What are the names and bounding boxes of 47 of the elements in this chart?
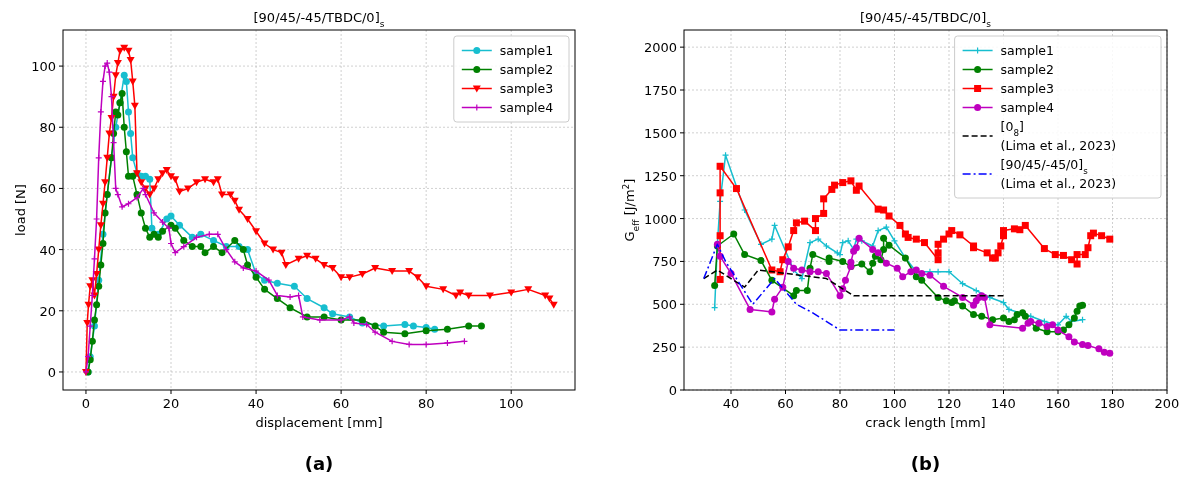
- x-tick-label: 160: [1045, 396, 1071, 411]
- legend-label: sample2: [1000, 62, 1055, 77]
- y-tick-label: 500: [652, 297, 677, 313]
- text: (b): [910, 453, 941, 474]
- x-tick-label: 0: [81, 396, 91, 411]
- x-axis-title: displacement [mm]: [255, 415, 383, 430]
- x-tick-label: 60: [332, 396, 350, 411]
- legend-label: sample4: [1000, 100, 1055, 115]
- y-axis-title: load [N]: [13, 184, 28, 236]
- y-tick-label: 80: [39, 120, 56, 136]
- y-tick-label: 250: [652, 340, 677, 356]
- legend-label: [90/45/-45/0]$_{s}$ (Lima et al., 2023): [1000, 157, 1117, 191]
- chart-title: [90/45/-45/TBDC/0]$_{s}$: [860, 10, 992, 29]
- legend-label: sample4: [499, 100, 554, 115]
- x-tick-label: 40: [722, 396, 740, 411]
- legend-label: sample1: [499, 43, 554, 58]
- y-tick-label: 0: [47, 364, 56, 380]
- y-tick-label: 1500: [643, 125, 677, 141]
- y-tick-label: 750: [652, 254, 677, 270]
- x-tick-label: 80: [417, 396, 435, 411]
- x-tick-label: 80: [831, 396, 849, 411]
- legend-label: sample3: [1000, 81, 1055, 96]
- legend-label: sample3: [499, 81, 554, 96]
- y-tick-label: 1250: [643, 168, 677, 184]
- x-tick-label: 180: [1100, 396, 1125, 411]
- y-tick-label: 2000: [643, 40, 677, 56]
- x-tick-label: 100: [498, 396, 524, 411]
- legend-label: [0$_{8}$] (Lima et al., 2023): [1000, 119, 1117, 153]
- text: (a): [304, 453, 334, 474]
- x-tick-label: 140: [991, 396, 1016, 411]
- x-tick-label: 120: [936, 396, 962, 411]
- y-tick-label: 100: [31, 59, 56, 75]
- y-tick-label: 40: [39, 242, 56, 258]
- x-tick-label: 200: [1154, 396, 1180, 411]
- chart-title: [90/45/-45/TBDC/0]$_{s}$: [253, 10, 385, 29]
- legend-label: sample2: [499, 62, 554, 77]
- legend-label: sample1: [1000, 43, 1055, 58]
- x-tick-label: 100: [882, 396, 907, 411]
- y-tick-label: 1000: [643, 211, 677, 227]
- x-axis-title: crack length [mm]: [865, 415, 986, 430]
- y-tick-label: 1750: [643, 83, 677, 98]
- x-tick-label: 20: [162, 396, 180, 411]
- x-tick-label: 40: [247, 396, 265, 411]
- y-tick-label: 0: [668, 383, 677, 398]
- x-tick-label: 60: [777, 396, 794, 411]
- y-tick-label: 20: [39, 303, 56, 319]
- y-tick-label: 60: [39, 181, 56, 197]
